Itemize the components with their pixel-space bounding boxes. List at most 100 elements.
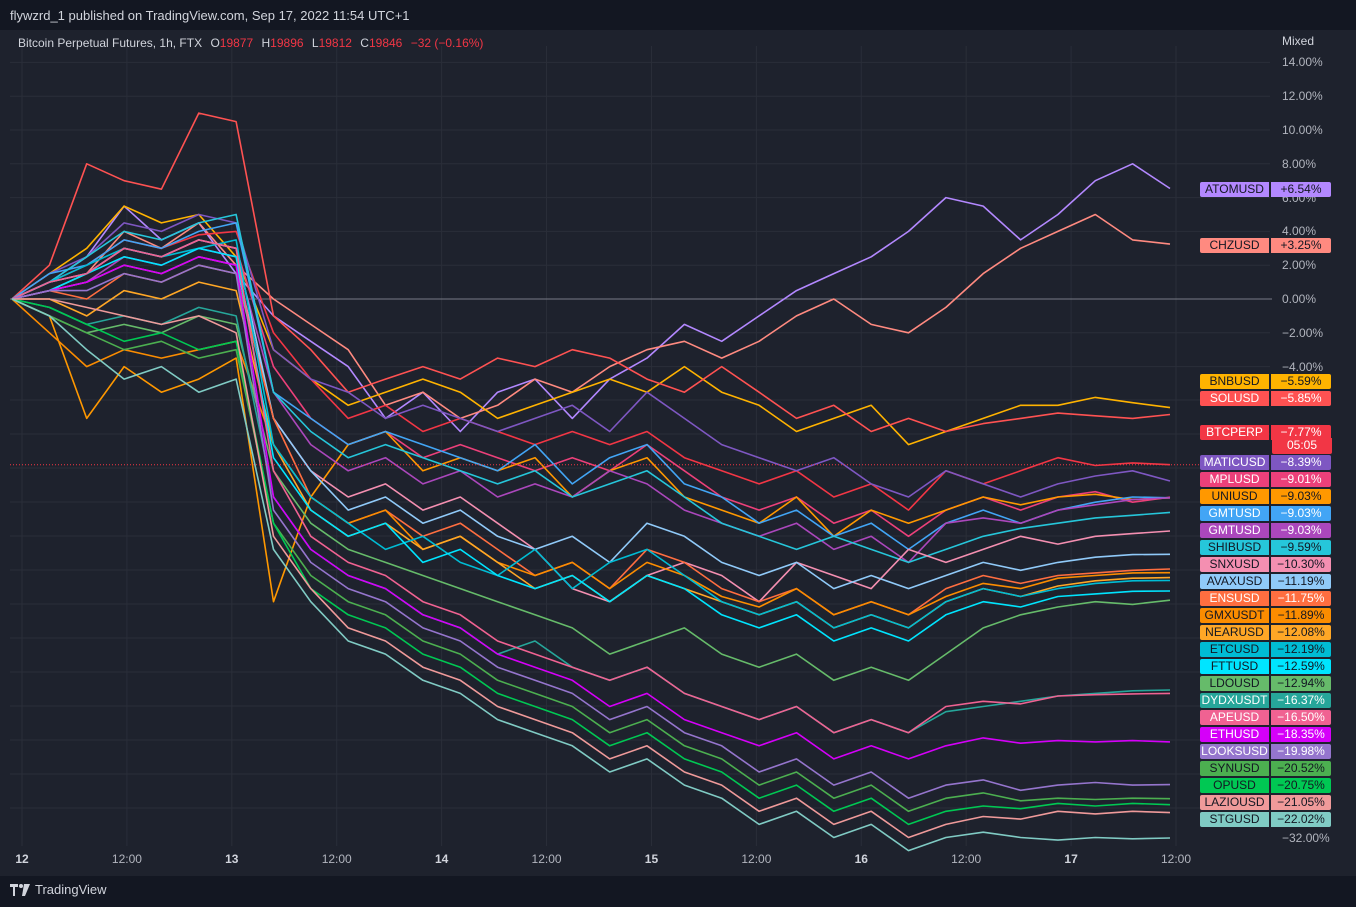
series-line-laziousd	[12, 298, 1171, 839]
series-tag[interactable]: BNBUSD −5.59%	[1200, 374, 1331, 389]
series-tag-change: −11.89%	[1271, 608, 1331, 623]
y-tick-label: 4.00%	[1282, 224, 1317, 239]
series-line-ldousd	[11, 298, 1171, 682]
series-line-etcusd	[11, 239, 1171, 629]
series-tag-change: −12.08%	[1271, 625, 1331, 640]
y-tick-label: 0.00%	[1282, 292, 1317, 306]
high-label: H	[261, 36, 271, 50]
series-tag[interactable]: LAZIOUSD −21.05%	[1200, 795, 1331, 810]
series-tag[interactable]: BTCPERP −7.77%	[1200, 425, 1331, 440]
y-tick-label: 8.00%	[1282, 156, 1317, 171]
scale-mode-label[interactable]: Mixed	[1282, 34, 1315, 48]
series-line-atomusd	[11, 163, 1171, 433]
series-tag[interactable]: MATICUSD −8.39%	[1200, 455, 1331, 470]
close-label: C	[360, 36, 369, 50]
series-tag-change: −5.85%	[1271, 391, 1331, 406]
series-tag[interactable]: STGUSD −22.02%	[1200, 812, 1331, 827]
series-tag[interactable]: ETCUSD −12.19%	[1200, 642, 1331, 657]
series-tag-change: −10.30%	[1271, 557, 1331, 572]
series-tag[interactable]: UNIUSD −9.03%	[1200, 489, 1331, 504]
series-tag[interactable]: AVAXUSD −11.19%	[1200, 574, 1331, 589]
series-tag-symbol: GMTUSD	[1200, 523, 1269, 538]
series-tag[interactable]: LOOKSUSD −19.98%	[1200, 744, 1331, 759]
y-tick-label: 10.00%	[1282, 123, 1323, 137]
series-tag-symbol: SHIBUSD	[1200, 540, 1269, 555]
series-tag-symbol: FTTUSD	[1200, 659, 1269, 674]
series-tag-symbol: SOLUSD	[1200, 391, 1269, 406]
y-tick-label: −2.00%	[1282, 325, 1324, 340]
series-line-shibusd	[11, 213, 1171, 564]
series-tag[interactable]: NEARUSD −12.08%	[1200, 625, 1331, 640]
series-tag-symbol: UNIUSD	[1200, 489, 1269, 504]
x-tick-label: 12:00	[1160, 852, 1192, 866]
series-tag-symbol: BNBUSD	[1200, 374, 1269, 389]
series-tag-symbol: ETHUSD	[1200, 727, 1269, 742]
x-tick-label: 12:00	[111, 852, 142, 866]
series-line-mplusd	[11, 239, 1171, 538]
y-tick-label: 14.00%	[1282, 55, 1323, 70]
series-tag[interactable]: SNXUSD −10.30%	[1200, 557, 1331, 572]
x-tick-label: 12:00	[741, 852, 772, 866]
series-tag-symbol: LAZIOUSD	[1200, 795, 1269, 810]
series-tag[interactable]: SOLUSD −5.85%	[1200, 391, 1331, 406]
series-line-gmxusdt	[11, 298, 1171, 616]
series-tag[interactable]: SHIBUSD −9.59%	[1200, 540, 1331, 555]
series-tag[interactable]: APEUSD −16.50%	[1200, 710, 1331, 725]
series-tag-symbol: SNXUSD	[1200, 557, 1269, 572]
series-tag-change: −16.37%	[1271, 693, 1331, 708]
series-tag[interactable]: FTTUSD −12.59%	[1200, 659, 1331, 674]
series-tag-change: −9.59%	[1271, 540, 1331, 555]
series-tag-symbol: GMTUSD	[1200, 506, 1269, 521]
series-tag-change: −22.02%	[1271, 812, 1331, 827]
series-tag[interactable]: ETHUSD −18.35%	[1200, 727, 1331, 742]
series-line-gmtusd	[11, 222, 1171, 551]
series-tag-symbol: LDOUSD	[1200, 676, 1269, 691]
series-tag-symbol: STGUSD	[1200, 812, 1269, 827]
series-tag-symbol: CHZUSD	[1200, 238, 1269, 253]
x-tick-label: 12:00	[531, 852, 562, 866]
series-tag[interactable]: ATOMUSD +6.54%	[1200, 182, 1331, 197]
series-line-solusd	[11, 112, 1171, 433]
series-tag[interactable]: CHZUSD +3.25%	[1200, 238, 1331, 253]
series-tag-change: −9.03%	[1271, 523, 1331, 538]
series-tag-change: −18.35%	[1271, 727, 1331, 742]
series-tag[interactable]: LDOUSD −12.94%	[1200, 676, 1331, 691]
series-tag[interactable]: GMXUSDT −11.89%	[1200, 608, 1331, 623]
x-tick-label: 12	[15, 852, 29, 866]
x-tick-label: 12:00	[321, 852, 352, 866]
series-line-apeusd	[11, 239, 1171, 734]
series-line-maticusd	[11, 213, 1171, 498]
series-tag[interactable]: ENSUSD −11.75%	[1200, 591, 1331, 606]
y-tick-label: −4.00%	[1282, 359, 1324, 374]
y-tick-label: −32.00%	[1282, 831, 1330, 845]
series-tag-change: −9.03%	[1271, 506, 1331, 521]
series-line-opusd	[11, 298, 1171, 826]
series-tag[interactable]: GMTUSD −9.03%	[1200, 506, 1331, 521]
series-tag[interactable]: SYNUSD −20.52%	[1200, 761, 1331, 776]
series-tag-change: +6.54%	[1271, 182, 1331, 197]
series-tag-change: −16.50%	[1271, 710, 1331, 725]
tradingview-logo[interactable]: TradingView	[10, 882, 107, 897]
low-label: L	[311, 36, 319, 50]
series-tag-symbol: AVAXUSD	[1200, 574, 1269, 589]
series-tag[interactable]: OPUSD −20.75%	[1200, 778, 1331, 793]
series-tag-change: −20.52%	[1271, 761, 1331, 776]
series-tag-change: −8.39%	[1271, 455, 1331, 470]
series-tag-symbol: NEARUSD	[1200, 625, 1269, 640]
open-value: 19877	[219, 36, 254, 50]
x-tick-label: 17	[1064, 852, 1078, 866]
series-tag[interactable]: MPLUSD −9.01%	[1200, 472, 1331, 487]
series-tag-symbol: DYDXUSDT	[1200, 693, 1269, 708]
series-tag-symbol: ENSUSD	[1200, 591, 1269, 606]
x-tick-label: 13	[225, 852, 239, 866]
series-tag-change: −7.77%	[1271, 425, 1331, 440]
symbol-name[interactable]: Bitcoin Perpetual Futures, 1h, FTX	[18, 36, 203, 50]
series-tag-symbol: MPLUSD	[1200, 472, 1269, 487]
series-tag[interactable]: GMTUSD −9.03%	[1200, 523, 1331, 538]
series-line-fttusd	[11, 247, 1171, 642]
series-line-synusd	[11, 298, 1171, 813]
publisher-bar: flywzrd_1 published on TradingView.com, …	[0, 0, 1356, 30]
series-tag[interactable]: DYDXUSDT −16.37%	[1200, 693, 1331, 708]
